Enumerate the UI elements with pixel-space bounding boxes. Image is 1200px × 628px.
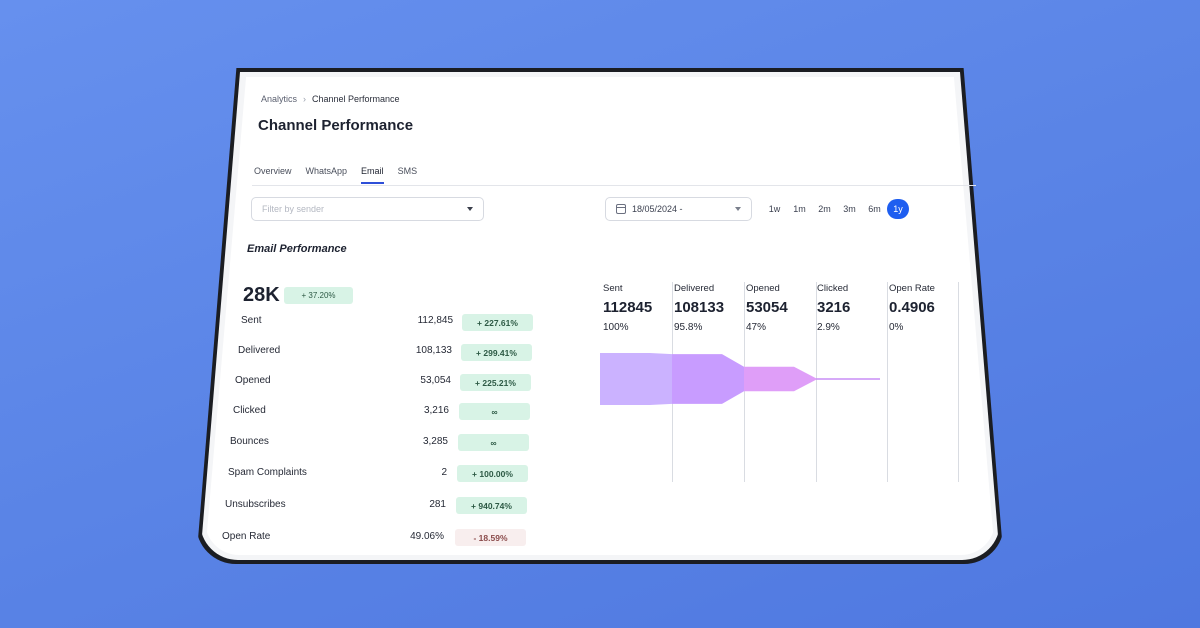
metric-value-bounces: 3,285 xyxy=(422,436,448,447)
funnel-label-open-rate: Open Rate xyxy=(889,283,935,294)
caret-down-icon xyxy=(467,207,473,211)
calendar-icon xyxy=(616,204,626,214)
metric-change-sent: + 227.61% xyxy=(462,314,533,331)
funnel-pct-clicked: 2.9% xyxy=(817,322,840,333)
funnel-segment-opened xyxy=(744,366,816,392)
funnel-divider xyxy=(816,282,817,482)
funnel-pct-sent: 100% xyxy=(603,322,629,333)
metric-value-clicked: 3,216 xyxy=(423,405,449,416)
funnel-divider xyxy=(887,282,888,482)
metric-change-spam-complaints: + 100.00% xyxy=(457,465,528,482)
summary-change-badge: + 37.20% xyxy=(284,287,353,304)
range-6m-button[interactable]: 6m xyxy=(868,204,881,214)
tab-divider xyxy=(252,185,976,186)
funnel-value-open-rate: 0.4906 xyxy=(889,299,935,316)
funnel-value-opened: 53054 xyxy=(746,299,788,316)
funnel-segment-sent xyxy=(600,353,672,405)
funnel-pct-opened: 47% xyxy=(746,322,767,333)
tab-sms[interactable]: SMS xyxy=(397,166,418,176)
metric-change-clicked: ∞ xyxy=(459,403,530,420)
funnel-label-delivered: Delivered xyxy=(674,283,715,294)
range-3m-button[interactable]: 3m xyxy=(843,204,856,214)
caret-down-icon xyxy=(735,207,741,211)
funnel-pct-open-rate: 0% xyxy=(889,322,904,333)
range-1y-button[interactable]: 1y xyxy=(887,199,909,219)
summary-total: 28K xyxy=(243,284,280,306)
metric-label-spam-complaints: Spam Complaints xyxy=(228,467,307,478)
breadcrumb-current: Channel Performance xyxy=(312,94,400,104)
page-title: Channel Performance xyxy=(258,117,414,134)
funnel-label-opened: Opened xyxy=(746,283,780,294)
funnel-segment-delivered xyxy=(672,354,744,404)
metric-label-clicked: Clicked xyxy=(233,405,266,416)
metric-label-open-rate: Open Rate xyxy=(222,531,271,542)
tab-whatsapp[interactable]: WhatsApp xyxy=(305,166,348,176)
funnel-chart xyxy=(600,353,880,405)
funnel-divider xyxy=(958,282,959,482)
metric-value-delivered: 108,133 xyxy=(415,345,452,356)
sender-filter-select[interactable]: Filter by sender xyxy=(251,197,484,221)
tab-email[interactable]: Email xyxy=(361,166,384,184)
metric-value-opened: 53,054 xyxy=(420,375,451,386)
breadcrumb: Analytics › Channel Performance xyxy=(261,94,400,104)
metric-change-bounces: ∞ xyxy=(458,434,529,451)
sender-filter-placeholder: Filter by sender xyxy=(262,204,325,214)
metric-change-delivered: + 299.41% xyxy=(461,344,532,361)
section-title: Email Performance xyxy=(247,243,347,255)
funnel-segment-clicked xyxy=(816,378,880,380)
metric-value-sent: 112,845 xyxy=(417,315,453,326)
metric-change-open-rate: - 18.59% xyxy=(455,529,526,546)
date-range-picker[interactable]: 18/05/2024 - xyxy=(605,197,752,221)
funnel-pct-delivered: 95.8% xyxy=(674,322,703,333)
metric-value-unsubscribes: 281 xyxy=(429,499,446,510)
metric-label-delivered: Delivered xyxy=(238,345,281,356)
metric-label-opened: Opened xyxy=(235,375,271,386)
funnel-label-clicked: Clicked xyxy=(817,283,849,294)
funnel-value-clicked: 3216 xyxy=(817,299,851,316)
metric-label-bounces: Bounces xyxy=(230,436,269,447)
metric-label-unsubscribes: Unsubscribes xyxy=(225,499,286,510)
range-1w-button[interactable]: 1w xyxy=(768,204,781,214)
funnel-value-delivered: 108133 xyxy=(674,299,725,316)
metric-change-opened: + 225.21% xyxy=(460,374,531,391)
chevron-right-icon: › xyxy=(303,94,307,104)
app-screen xyxy=(205,77,995,555)
tab-bar: Overview WhatsApp Email SMS xyxy=(254,166,431,184)
metric-value-spam-complaints: 2 xyxy=(441,467,447,478)
breadcrumb-root[interactable]: Analytics xyxy=(261,94,298,104)
metric-label-sent: Sent xyxy=(241,315,262,326)
range-2m-button[interactable]: 2m xyxy=(818,204,831,214)
metric-change-unsubscribes: + 940.74% xyxy=(456,497,527,514)
range-1m-button[interactable]: 1m xyxy=(793,204,806,214)
tab-overview[interactable]: Overview xyxy=(254,166,292,176)
metric-value-open-rate: 49.06% xyxy=(410,531,444,542)
range-selector: 1w 1m 2m 3m 6m 1y xyxy=(762,199,909,219)
date-range-value: 18/05/2024 - xyxy=(632,204,683,214)
funnel-label-sent: Sent xyxy=(603,283,623,294)
funnel-value-sent: 112845 xyxy=(603,299,653,316)
